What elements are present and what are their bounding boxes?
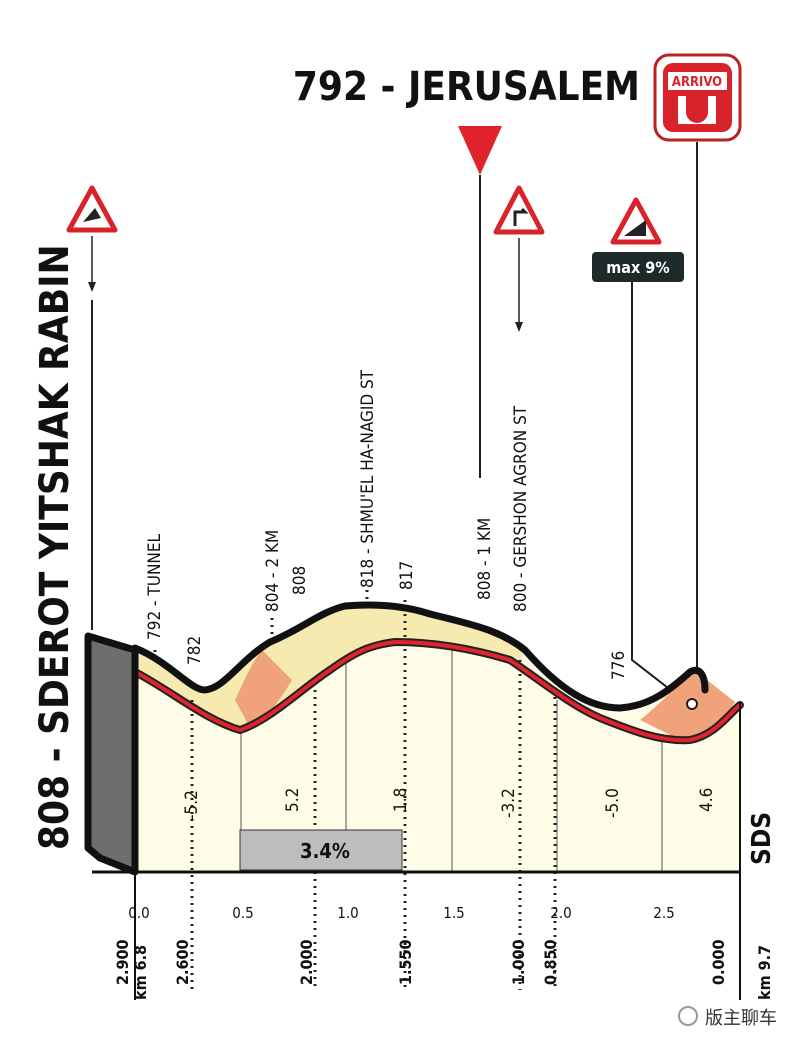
start-wall [84, 632, 139, 876]
x-tick-label: 2.5 [653, 904, 674, 922]
max-gradient-box [592, 252, 684, 282]
remaining: 1.000 [509, 939, 528, 985]
warning-sign [66, 185, 118, 292]
point-label: 808 - 1 KM [475, 518, 495, 600]
remaining: 2.900 [113, 939, 132, 985]
gradient: 5.2 [283, 788, 303, 812]
x-tick-label: 0.0 [128, 904, 149, 922]
point-label: 792 - TUNNEL [145, 534, 165, 640]
remaining: 0.850 [541, 939, 560, 985]
x-tick-label: 1.0 [337, 904, 358, 922]
start-label: 808 - SDEROT YITSHAK RABIN [32, 244, 78, 850]
finish-sign-text: ARRIVO [672, 75, 722, 90]
title: 792 - JERUSALEM [293, 64, 640, 110]
point-label: 818 - SHMU'EL HA-NAGID ST [358, 369, 378, 588]
average-gradient-box [239, 829, 403, 871]
remaining: 1.550 [396, 939, 415, 985]
km-start: km 6.8 [131, 945, 150, 1000]
watermark: 版主聊车 [705, 1008, 777, 1029]
max-gradient: max 9% [606, 258, 669, 277]
gradient: -5.0 [603, 788, 623, 818]
point-label: 800 - GERSHON AGRON ST [511, 405, 531, 612]
brand: SDS [747, 812, 777, 865]
gradient: 1.8 [391, 788, 411, 812]
remaining: 0.000 [709, 939, 728, 985]
average-gradient: 3.4% [300, 839, 350, 863]
remaining: 2.600 [173, 939, 192, 985]
warning-sign [493, 185, 545, 332]
point-label: 808 [290, 566, 310, 595]
point-label: 782 [185, 636, 205, 665]
point-label: 817 [397, 561, 417, 590]
x-tick-label: 2.0 [550, 904, 571, 922]
remaining: 2.000 [297, 939, 316, 985]
gradient: -3.2 [499, 788, 519, 818]
flamme-rouge [458, 126, 502, 175]
gradient: -5.2 [182, 790, 202, 820]
finish-sign: ARRIVO [653, 53, 742, 142]
gradient: 4.6 [697, 788, 717, 812]
warning-sign [610, 197, 662, 245]
point-label: 804 - 2 KM [263, 530, 283, 612]
km-end: km 9.7 [755, 945, 774, 1000]
x-tick-label: 0.5 [232, 904, 253, 922]
point-label: 776 [609, 651, 629, 680]
x-tick-label: 1.5 [443, 904, 464, 922]
